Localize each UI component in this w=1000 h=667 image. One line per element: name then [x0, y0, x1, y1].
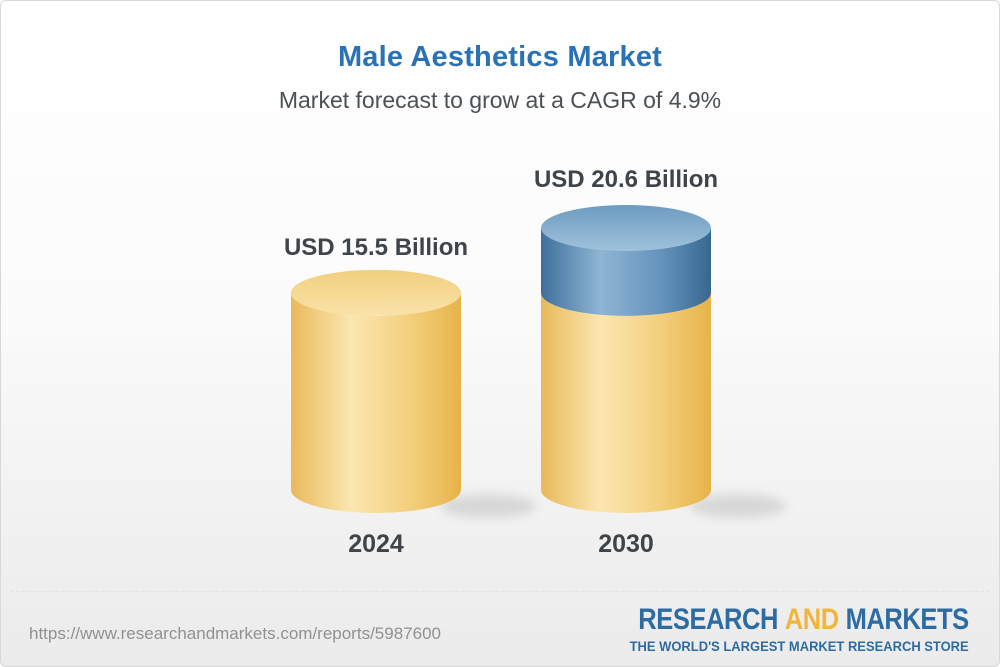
- report-url[interactable]: https://www.researchandmarkets.com/repor…: [29, 624, 441, 643]
- chart-title: Male Aesthetics Market: [337, 41, 663, 73]
- axis-label-2030: 2030: [598, 530, 654, 558]
- logo-word-markets: MARKETS: [845, 603, 970, 636]
- cylinder-bar-2030: [541, 205, 786, 518]
- cylinder-body-growth: [541, 228, 711, 316]
- cylinder-body-base: [291, 292, 461, 513]
- logo-word-and: AND: [785, 603, 840, 636]
- chart-header: Male Aesthetics Market Market forecast t…: [1, 1, 999, 114]
- cylinder-shadow: [440, 494, 536, 518]
- logo-tagline: THE WORLD'S LARGEST MARKET RESEARCH STOR…: [629, 639, 969, 654]
- logo-word-research: RESEARCH: [638, 603, 779, 636]
- cylinder-bar-2024: [291, 269, 536, 518]
- footer: https://www.researchandmarkets.com/repor…: [1, 594, 999, 666]
- research-and-markets-logo[interactable]: RESEARCH AND MARKETS THE WORLD'S LARGEST…: [580, 603, 970, 655]
- cylinder-top-base: [291, 269, 461, 316]
- footer-divider: [11, 591, 989, 592]
- cylinder-shadow: [690, 494, 786, 518]
- cylinder-top-growth: [541, 205, 711, 251]
- cylinder-body-base: [541, 292, 711, 513]
- logo-wordmark: RESEARCH AND MARKETS: [638, 603, 970, 636]
- axis-label-2024: 2024: [348, 530, 404, 558]
- chart-subtitle: Market forecast to grow at a CAGR of 4.9…: [278, 87, 722, 113]
- value-label-2030: USD 20.6 Billion: [533, 166, 719, 193]
- value-label-2024: USD 15.5 Billion: [283, 234, 469, 261]
